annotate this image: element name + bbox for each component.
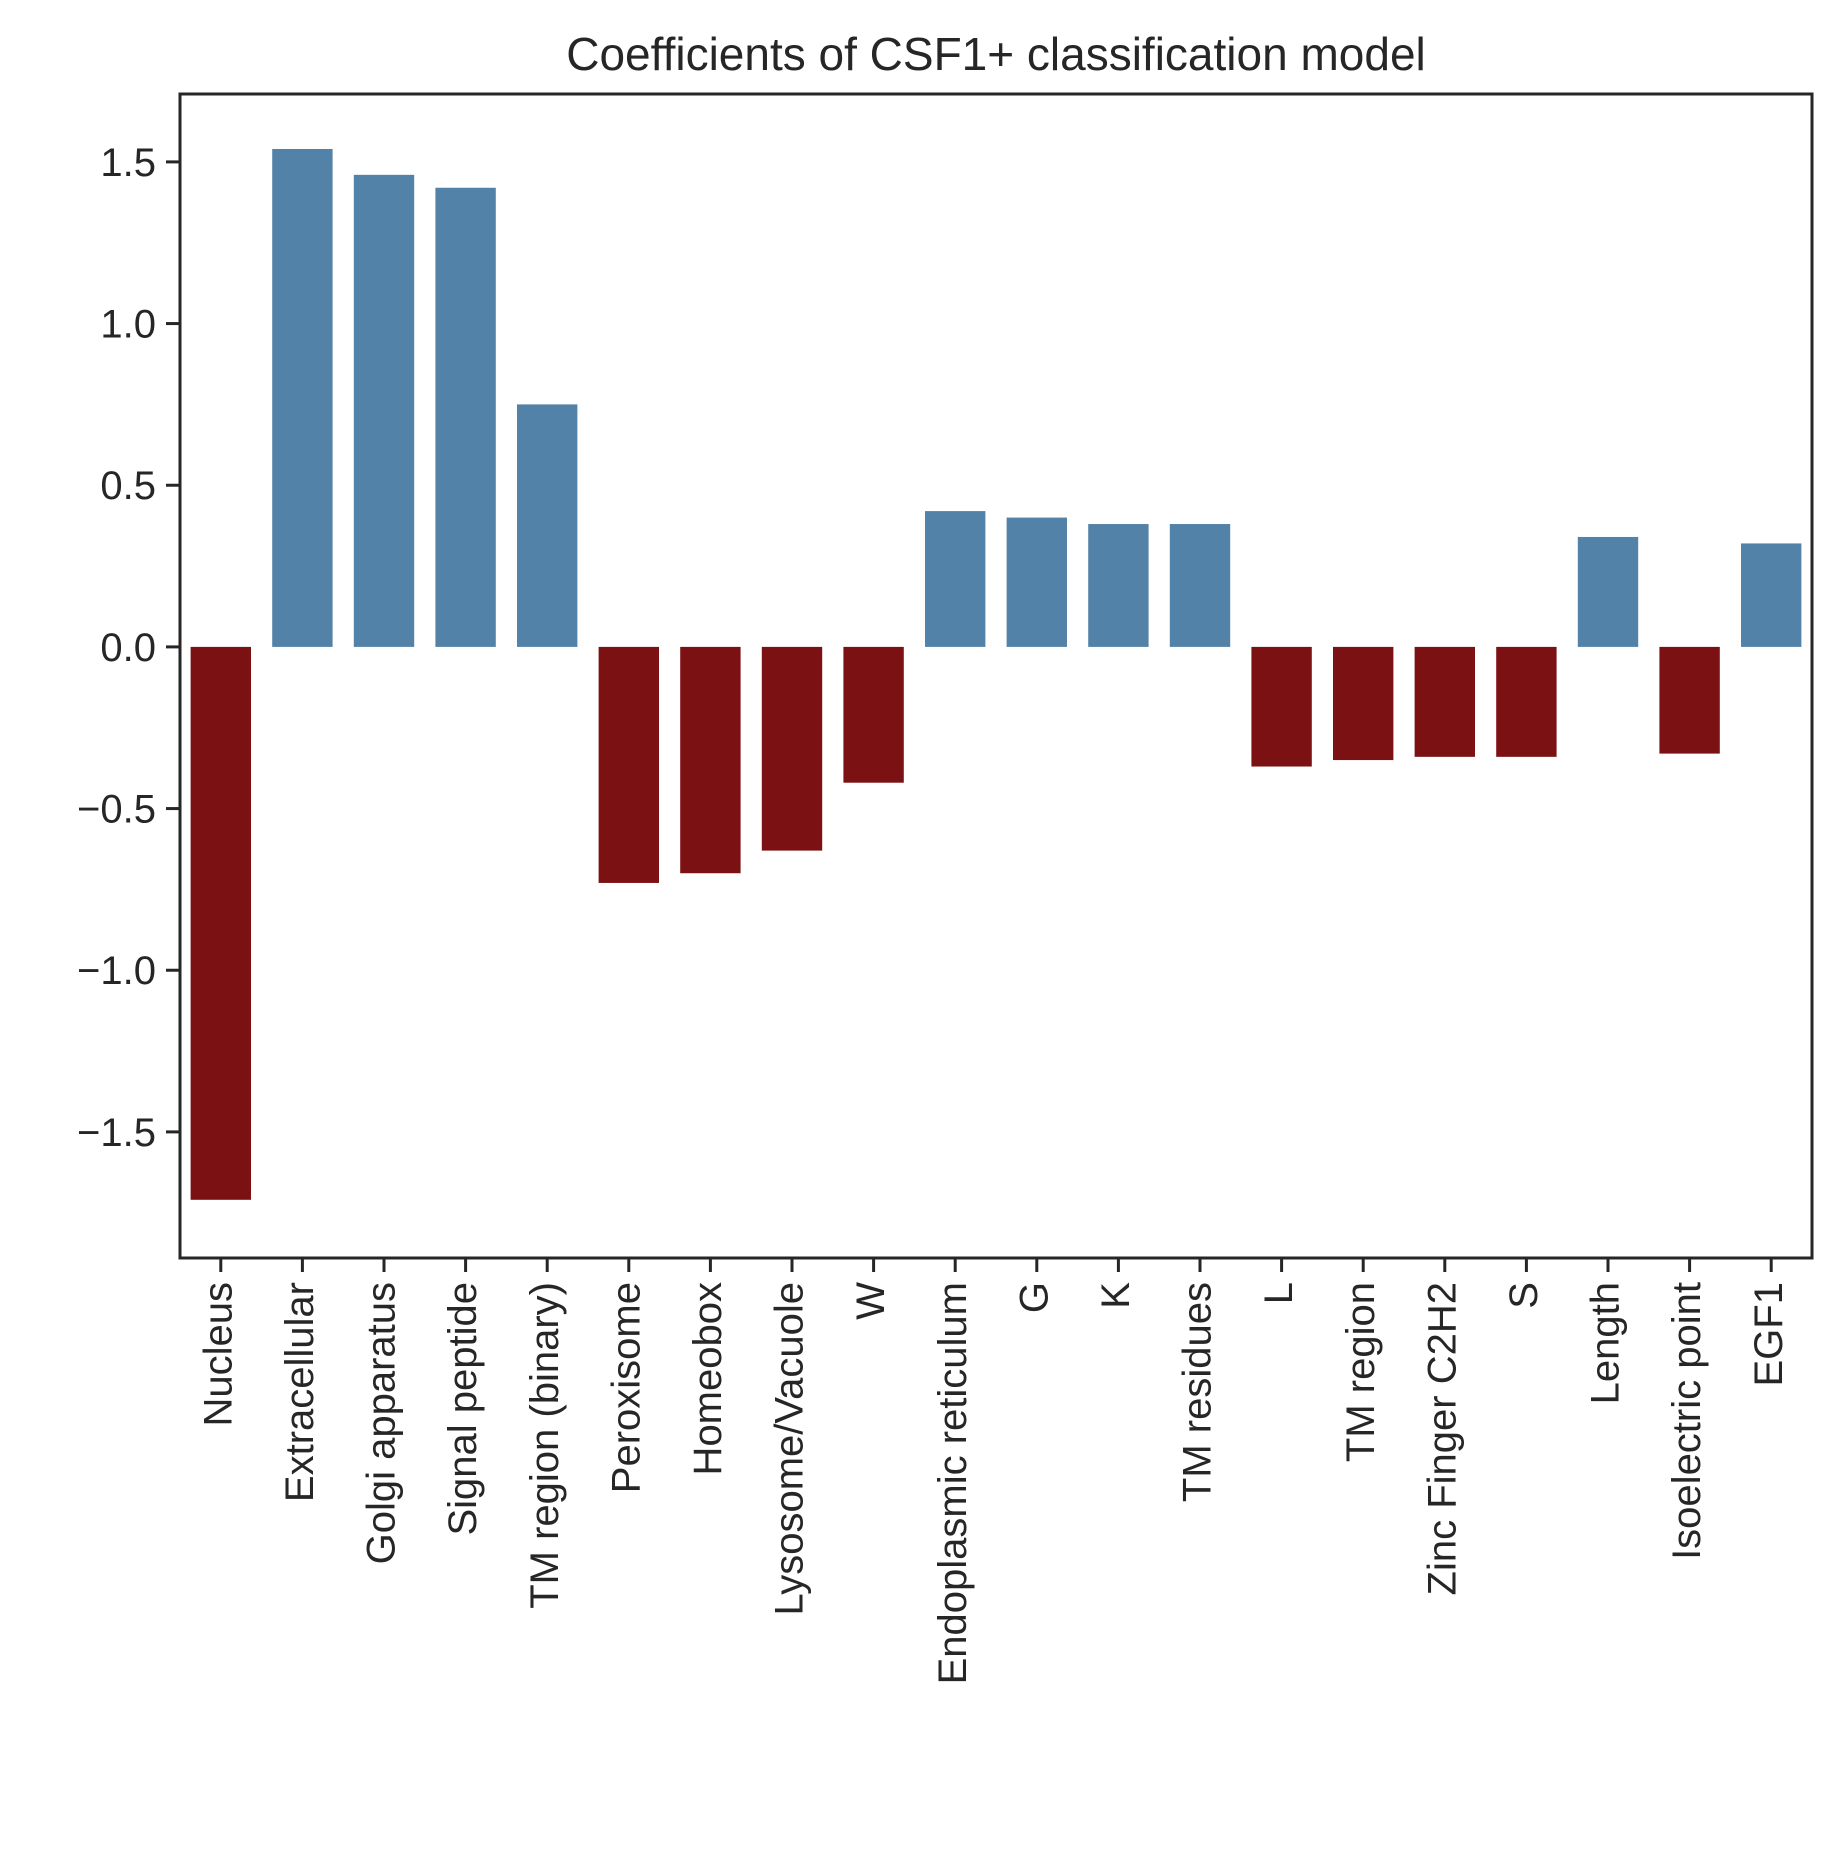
x-axis: Nucleus Extracellular Golgi apparatus Signa… <box>196 1258 1791 1684</box>
y-tick-label: 1.5 <box>100 141 156 185</box>
bar-7 <box>761 646 823 851</box>
chart-title: Coefficients of CSF1+ classification mod… <box>566 28 1426 80</box>
bar-15 <box>1414 646 1475 757</box>
x-tick-label: G <box>1012 1282 1056 1313</box>
x-tick-label: W <box>849 1282 893 1320</box>
bar-1 <box>272 148 333 647</box>
bar-8 <box>843 646 904 783</box>
bar-3 <box>435 187 496 647</box>
bar-17 <box>1577 536 1639 647</box>
bar-10 <box>1006 517 1067 647</box>
y-tick-label: −0.5 <box>77 788 156 832</box>
y-axis: −1.5 −1.0 −0.5 0.0 0.5 1.0 1.5 <box>77 141 180 1155</box>
x-tick-label: Isoelectric point <box>1665 1282 1709 1560</box>
x-tick-label: TM region (binary) <box>523 1282 567 1609</box>
bar-0 <box>190 646 251 1200</box>
bar-9 <box>925 511 986 647</box>
x-tick-label: Length <box>1584 1282 1628 1404</box>
x-tick-label: TM residues <box>1176 1282 1220 1502</box>
bars-group <box>190 148 1802 1200</box>
bar-19 <box>1741 543 1802 647</box>
x-tick-label: Nucleus <box>196 1282 240 1427</box>
x-tick-label: L <box>1257 1282 1301 1304</box>
x-tick-label: Homeobox <box>686 1282 730 1475</box>
bar-13 <box>1251 646 1312 767</box>
bar-4 <box>517 404 578 647</box>
bar-2 <box>353 174 415 647</box>
plot-frame <box>178 92 1814 1260</box>
bar-16 <box>1496 646 1557 757</box>
x-tick-label: K <box>1094 1282 1138 1309</box>
x-tick-label: Golgi apparatus <box>360 1282 404 1564</box>
x-tick-label: Zinc Finger C2H2 <box>1420 1282 1464 1595</box>
y-tick-label: −1.5 <box>77 1111 156 1155</box>
bar-5 <box>598 646 659 883</box>
x-tick-label: Peroxisome <box>604 1282 648 1493</box>
x-tick-label: EGF1 <box>1747 1282 1791 1386</box>
bar-11 <box>1088 524 1149 647</box>
y-tick-label: 0.5 <box>100 464 156 508</box>
y-tick-label: 0.0 <box>100 626 156 670</box>
bar-18 <box>1659 646 1720 754</box>
y-tick-label: −1.0 <box>77 949 156 993</box>
x-tick-label: Lysosome/Vacuole <box>768 1282 812 1616</box>
x-tick-label: Extracellular <box>278 1282 322 1502</box>
y-tick-label: 1.0 <box>100 303 156 347</box>
x-tick-label: S <box>1502 1282 1546 1309</box>
x-tick-label: Signal peptide <box>441 1282 485 1536</box>
bar-6 <box>680 646 741 874</box>
bar-12 <box>1169 524 1231 647</box>
x-tick-label: TM region <box>1339 1282 1383 1462</box>
x-tick-label: Endoplasmic reticulum <box>931 1282 975 1684</box>
bar-14 <box>1333 646 1394 761</box>
